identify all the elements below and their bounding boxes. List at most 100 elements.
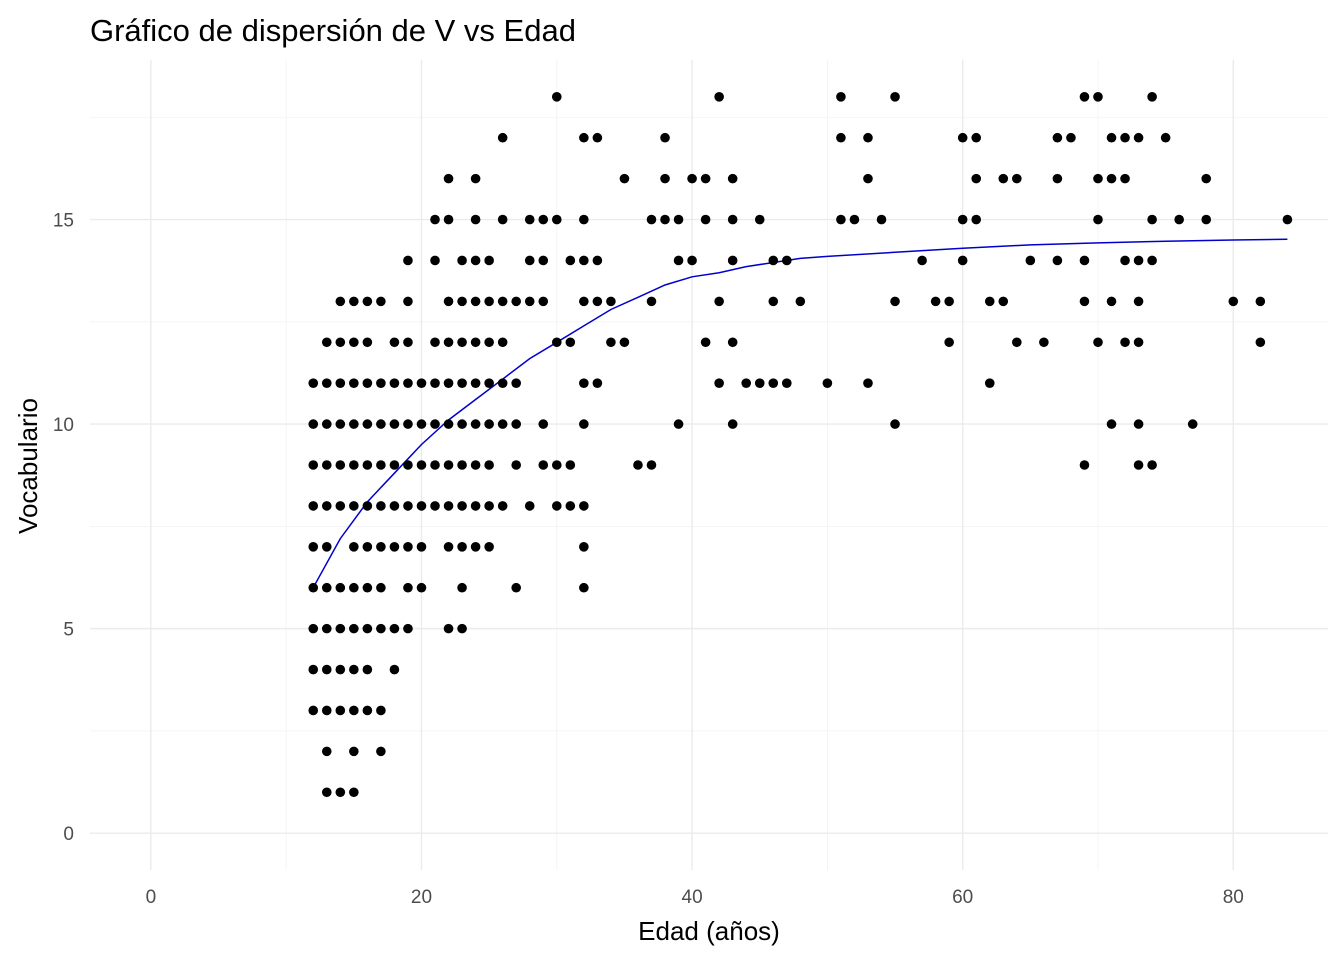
data-point [619, 173, 630, 184]
x-tick-label: 0 [146, 887, 157, 908]
y-axis-title: Vocabulario [13, 398, 43, 534]
data-point [457, 460, 467, 470]
data-point [1093, 173, 1103, 184]
data-point [660, 173, 670, 184]
data-point [403, 296, 413, 307]
data-point [1255, 296, 1266, 307]
data-point [335, 501, 346, 511]
data-point [998, 173, 1009, 184]
data-point [646, 460, 657, 470]
data-point [579, 582, 589, 593]
data-point [551, 460, 562, 470]
data-point [335, 378, 346, 388]
data-point [321, 460, 332, 470]
data-point [403, 501, 413, 511]
data-point [335, 419, 346, 429]
data-point [403, 419, 413, 429]
data-point [1052, 255, 1063, 266]
data-point [727, 255, 738, 266]
data-point [430, 337, 440, 348]
data-point [376, 746, 386, 757]
data-point [362, 419, 373, 429]
data-point [457, 337, 467, 348]
data-point [321, 582, 332, 593]
data-point [308, 582, 319, 593]
data-point [321, 787, 332, 798]
fit-curve-layer [312, 238, 1288, 589]
data-point [890, 296, 900, 307]
data-point [443, 296, 454, 307]
data-point [768, 255, 779, 266]
data-point [1228, 296, 1239, 307]
data-point [795, 296, 806, 307]
data-point [565, 460, 576, 470]
data-point [416, 501, 427, 511]
data-point [321, 378, 332, 388]
data-point [754, 214, 765, 225]
data-point [308, 623, 319, 634]
data-point [362, 460, 373, 470]
data-point [416, 542, 427, 552]
data-point [1147, 460, 1157, 470]
data-point [457, 378, 467, 388]
data-points-layer [308, 92, 1293, 798]
x-axis-title: Edad (años) [638, 916, 780, 946]
y-axis-ticks: 0 5 10 15 [53, 211, 74, 846]
data-point [579, 255, 589, 266]
data-point [335, 582, 346, 593]
data-point [1093, 92, 1103, 102]
data-point [1093, 214, 1103, 225]
data-point [890, 92, 900, 102]
data-point [1079, 92, 1090, 102]
data-point [335, 705, 346, 716]
data-point [565, 337, 576, 348]
data-point [524, 255, 535, 266]
data-point [592, 296, 603, 307]
data-point [1066, 132, 1076, 143]
data-point [349, 787, 359, 798]
data-point [457, 542, 467, 552]
data-point [349, 705, 359, 716]
data-point [457, 296, 467, 307]
data-point [349, 746, 359, 757]
data-point [1012, 337, 1022, 348]
data-point [484, 337, 494, 348]
data-point [389, 501, 400, 511]
data-point [606, 337, 616, 348]
data-point [524, 296, 535, 307]
data-point [349, 501, 359, 511]
data-point [592, 132, 603, 143]
data-point [727, 173, 738, 184]
data-point [1052, 173, 1063, 184]
data-point [457, 582, 467, 593]
data-point [321, 337, 332, 348]
data-point [565, 255, 576, 266]
data-point [524, 501, 535, 511]
data-point [957, 255, 968, 266]
data-point [619, 337, 630, 348]
data-point [714, 92, 724, 102]
data-point [362, 378, 373, 388]
data-point [944, 337, 954, 348]
data-point [836, 92, 846, 102]
data-point [362, 664, 373, 675]
fit-curve [312, 238, 1288, 589]
data-point [470, 296, 481, 307]
data-point [660, 214, 670, 225]
x-tick-label: 60 [952, 887, 973, 908]
data-point [416, 419, 427, 429]
data-point [673, 419, 684, 429]
data-point [1147, 255, 1157, 266]
data-point [376, 419, 386, 429]
data-point [349, 296, 359, 307]
data-point [687, 173, 697, 184]
data-point [1174, 214, 1184, 225]
data-point [565, 501, 576, 511]
data-point [470, 378, 481, 388]
data-point [362, 705, 373, 716]
data-point [984, 296, 995, 307]
data-point [484, 460, 494, 470]
data-point [308, 501, 319, 511]
data-point [389, 542, 400, 552]
data-point [1187, 419, 1198, 429]
